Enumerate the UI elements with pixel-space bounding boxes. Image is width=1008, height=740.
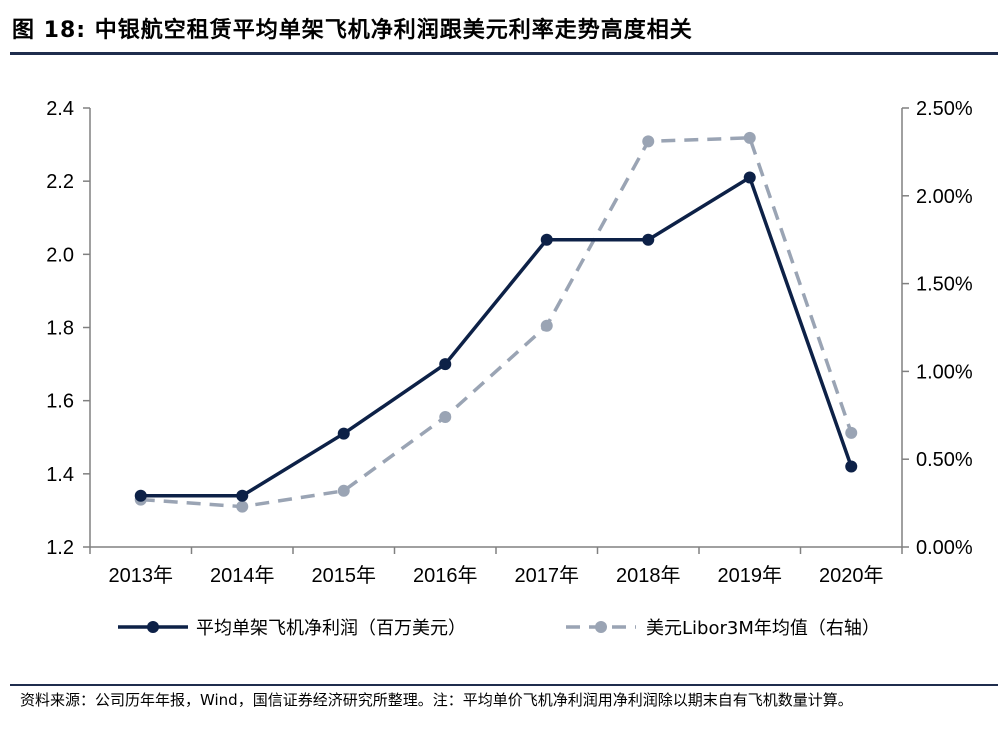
libor-point — [845, 426, 858, 439]
y-left-tick-label: 2.4 — [46, 98, 74, 120]
line-chart: 1.2 1.4 1.6 1.8 2.0 2.2 2.4 0.00% 0.50% 1.00% 1.50… — [46, 98, 973, 639]
x-tick-label: 2019年 — [718, 564, 783, 587]
libor-point — [439, 411, 452, 424]
series-net-profit-line — [140, 174, 853, 498]
chart-title: 图 18: 中银航空租赁平均单架飞机净利润跟美元利率走势高度相关 — [12, 18, 693, 43]
net-profit-point — [439, 358, 452, 371]
source-note: 资料来源：公司历年年报，Wind，国信证券经济研究所整理。注：平均单价飞机净利润… — [20, 691, 853, 709]
x-tick-label: 2016年 — [413, 564, 478, 587]
y-right-tick-label: 2.00% — [916, 186, 973, 208]
y-left-tick-label: 2.0 — [46, 244, 74, 266]
legend-libor-label: 美元Libor3M年均值（右轴） — [646, 618, 880, 639]
legend-net-profit-marker — [147, 621, 159, 633]
legend-libor-marker — [595, 621, 607, 633]
y-right-tick-label: 1.00% — [916, 361, 973, 383]
y-left-tick-label: 1.4 — [46, 464, 74, 486]
x-tick-label: 2018年 — [616, 564, 681, 587]
net-profit-point — [540, 233, 553, 246]
title-bar — [10, 8, 998, 55]
net-profit-point — [337, 427, 350, 440]
series-libor-line — [140, 136, 853, 509]
y-left-tick-label: 1.8 — [46, 318, 74, 340]
net-profit-point — [642, 233, 655, 246]
y-right-tick-label: 1.50% — [916, 274, 973, 296]
libor-point — [540, 319, 553, 332]
net-profit-point — [743, 171, 756, 184]
net-profit-point — [236, 489, 249, 502]
y-right-tick-label: 0.50% — [916, 449, 973, 471]
x-tick-label: 2014年 — [210, 564, 275, 587]
libor-point — [743, 131, 756, 144]
x-tick-label: 2013年 — [109, 564, 174, 587]
libor-point — [337, 484, 350, 497]
x-tick-label: 2020年 — [819, 564, 884, 587]
y-left-tick-label: 2.2 — [46, 171, 74, 193]
x-tick-label: 2015年 — [312, 564, 377, 587]
y-right-tick-label: 2.50% — [916, 98, 973, 120]
net-profit-point — [845, 460, 858, 473]
y-left-tick-label: 1.2 — [46, 537, 74, 559]
x-tick-label: 2017年 — [515, 564, 580, 587]
libor-point — [236, 500, 249, 513]
legend-net-profit-label: 平均单架飞机净利润（百万美元） — [196, 618, 466, 639]
net-profit-point — [134, 489, 147, 502]
source-divider — [10, 684, 998, 686]
y-right-tick-label: 0.00% — [916, 537, 973, 559]
libor-point — [642, 135, 655, 148]
y-left-tick-label: 1.6 — [46, 391, 74, 413]
